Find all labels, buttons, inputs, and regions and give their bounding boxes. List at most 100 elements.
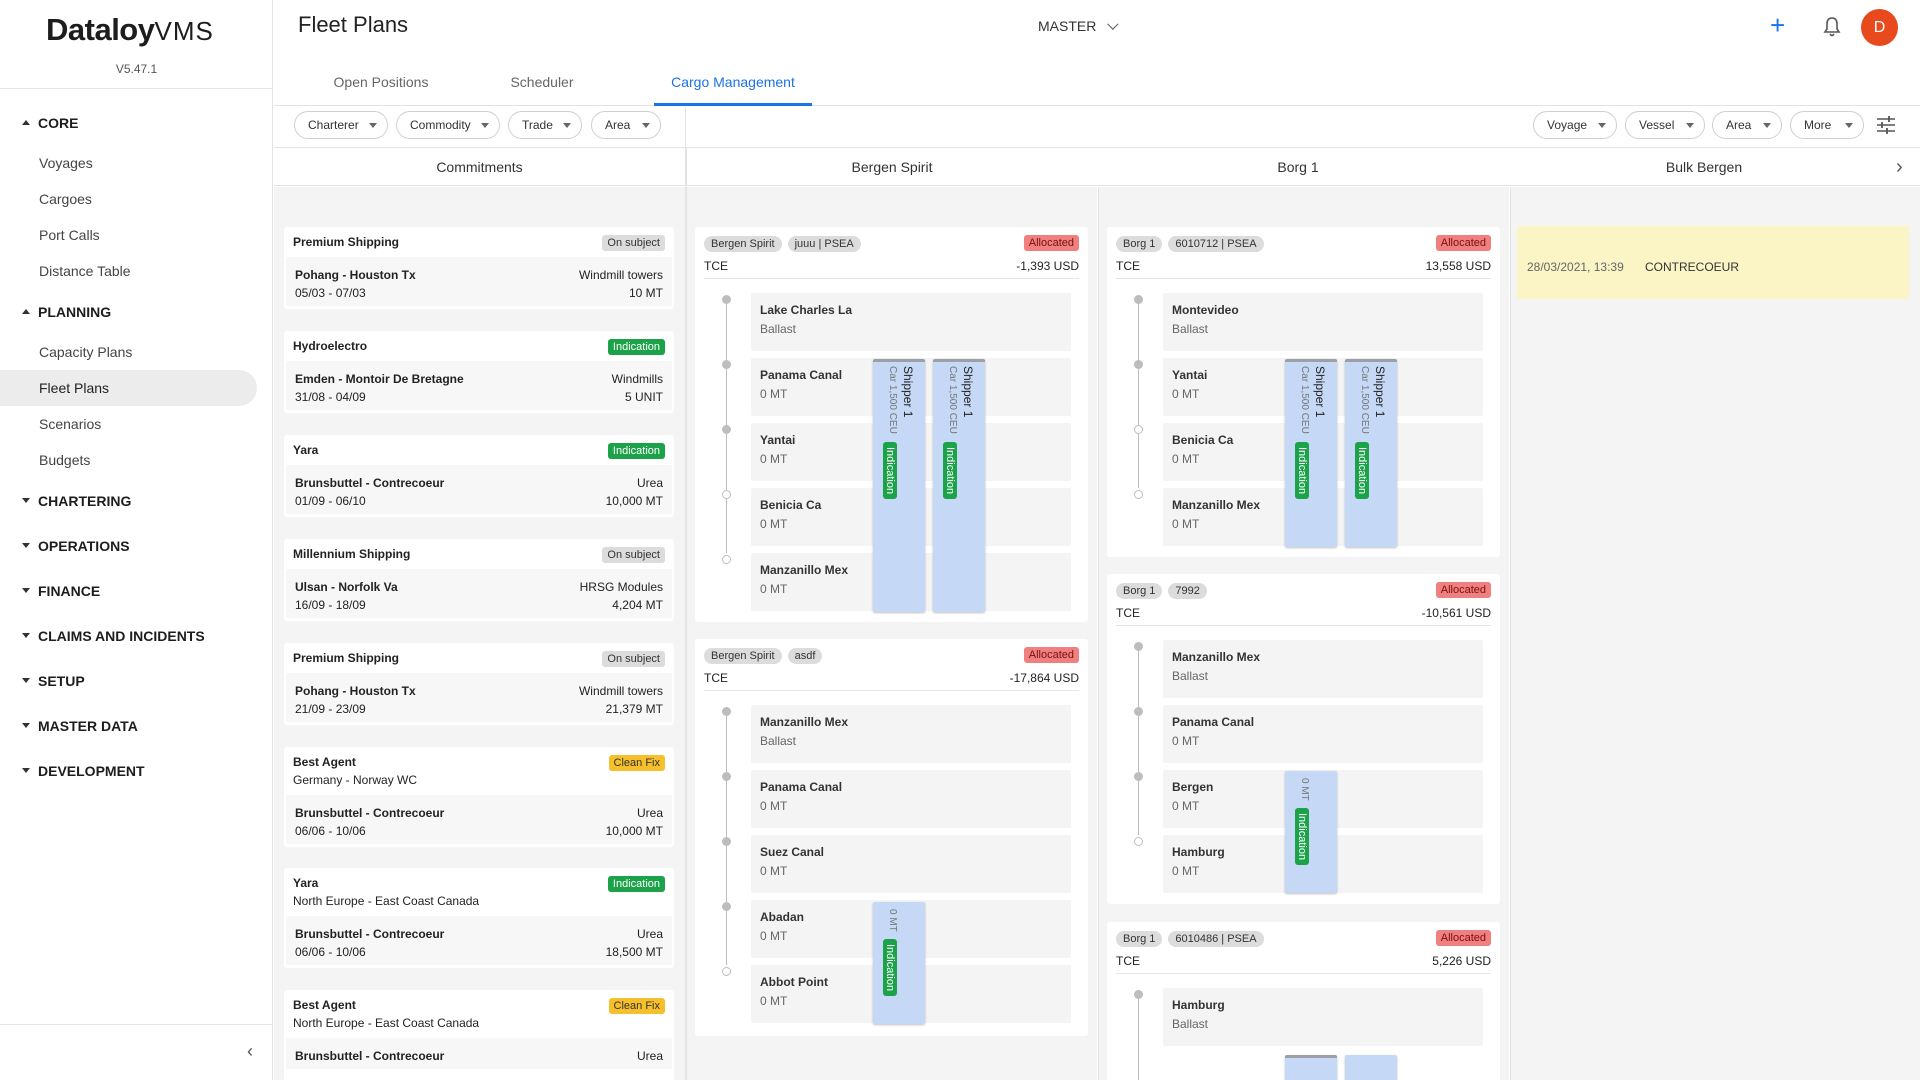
status-badge: Indication — [883, 442, 897, 500]
quantity: 18,500 MT — [605, 945, 663, 959]
sidebar-item-distance-table[interactable]: Distance Table — [39, 263, 131, 279]
status-badge: Indication — [1295, 808, 1309, 866]
route: Brunsbuttel - Contrecoeur — [295, 476, 445, 490]
tab-scheduler[interactable]: Scheduler — [510, 74, 574, 90]
cargo-bar[interactable]: 0 MT Indication — [873, 902, 925, 1024]
quantity: 10,000 MT — [605, 494, 663, 508]
nav-section-claims[interactable]: CLAIMS AND INCIDENTS — [0, 613, 273, 658]
voyage-card[interactable]: Bergen Spirit juuu | PSEA Allocated TCE -… — [695, 227, 1088, 622]
nav-section-core[interactable]: CORE — [0, 100, 273, 145]
dropdown-icon — [642, 123, 650, 128]
status-badge: On subject — [602, 651, 665, 667]
cargo-bar[interactable]: 0 MT Indication — [1285, 771, 1337, 893]
voyage-card[interactable]: Borg 1 7992 Allocated TCE -10,561 USD Man… — [1107, 574, 1500, 904]
app-logo[interactable]: DataloyVMS — [46, 12, 214, 47]
voyage-chip: asdf — [787, 648, 823, 664]
nav-section-chartering[interactable]: CHARTERING — [0, 478, 273, 523]
cargo-bar[interactable] — [1285, 1055, 1337, 1080]
commitment-card[interactable]: Best Agent Clean Fix Germany - Norway WC … — [284, 747, 674, 847]
bell-icon[interactable] — [1822, 16, 1842, 38]
filter-area[interactable]: Area — [591, 111, 661, 139]
port-call-note[interactable]: 28/03/2021, 13:39 CONTRECOEUR — [1517, 226, 1909, 299]
charterer-name: Hydroelectro — [293, 339, 368, 353]
cargo-bar[interactable]: Shipper 1 Car 1,500 CEU Indication — [873, 359, 925, 612]
collapse-sidebar-icon[interactable]: ‹ — [247, 1041, 253, 1061]
cargo-bar[interactable] — [1345, 1055, 1397, 1080]
trade-area: Germany - Norway WC — [293, 773, 418, 787]
port-call[interactable]: Panama Canal 0 MT — [1163, 705, 1483, 763]
filter-area-right[interactable]: Area — [1712, 111, 1782, 139]
laycan-dates: 21/09 - 23/09 — [295, 702, 366, 716]
port-call[interactable]: Hamburg Ballast — [1163, 988, 1483, 1046]
filter-trade[interactable]: Trade — [508, 111, 582, 139]
commodity: Urea — [636, 927, 663, 941]
filter-vessel[interactable]: Vessel — [1625, 111, 1705, 139]
laycan-dates: 05/03 - 07/03 — [295, 286, 366, 300]
sidebar: DataloyVMS V5.47.1 CORE Voyages Cargoes … — [0, 0, 273, 1080]
vessel-chip: Borg 1 — [1116, 931, 1163, 947]
status-badge: Indication — [607, 443, 665, 459]
sidebar-item-capacity-plans[interactable]: Capacity Plans — [39, 344, 133, 360]
sidebar-item-voyages[interactable]: Voyages — [39, 155, 93, 171]
tce-value: 5,226 USD — [1432, 954, 1491, 968]
port-call[interactable]: Manzanillo Mex Ballast — [1163, 640, 1483, 698]
dropdown-icon — [369, 123, 377, 128]
status-badge: Indication — [1355, 442, 1369, 500]
status-badge: Allocated — [1435, 930, 1491, 946]
vessel-chip: Bergen Spirit — [704, 648, 782, 664]
sidebar-item-cargoes[interactable]: Cargoes — [39, 191, 92, 207]
commodity: Urea — [636, 806, 663, 820]
filter-voyage[interactable]: Voyage — [1533, 111, 1617, 139]
sidebar-item-budgets[interactable]: Budgets — [39, 452, 91, 468]
cargo-bar[interactable]: Shipper 1 Car 1,500 CEU Indication — [1345, 359, 1397, 547]
commitment-card[interactable]: Premium Shipping On subject Pohang - Hous… — [284, 643, 674, 725]
port-call[interactable]: Suez Canal 0 MT — [751, 835, 1071, 893]
laycan-dates: 01/09 - 06/10 — [295, 494, 366, 508]
sidebar-item-port-calls[interactable]: Port Calls — [39, 227, 100, 243]
nav-section-master-data[interactable]: MASTER DATA — [0, 703, 273, 748]
port-call[interactable]: Lake Charles La Ballast — [751, 293, 1071, 351]
port-call[interactable]: Panama Canal 0 MT — [751, 770, 1071, 828]
commitment-card[interactable]: Best Agent Clean Fix North Europe - East … — [284, 990, 674, 1080]
port-call[interactable]: Manzanillo Mex Ballast — [751, 705, 1071, 763]
port-call[interactable]: Montevideo Ballast — [1163, 293, 1483, 351]
commitment-card[interactable]: Yara Indication North Europe - East Coast… — [284, 868, 674, 968]
chevron-right-icon[interactable]: › — [1896, 156, 1903, 178]
commitment-card[interactable]: Hydroelectro Indication Emden - Montoir D… — [284, 331, 674, 413]
tab-cargo-management[interactable]: Cargo Management — [654, 64, 812, 106]
tab-open-positions[interactable]: Open Positions — [333, 74, 429, 90]
filter-commodity[interactable]: Commodity — [396, 111, 500, 139]
voyage-card[interactable]: Bergen Spirit asdf Allocated TCE -17,864 … — [695, 639, 1088, 1036]
trade-area: North Europe - East Coast Canada — [293, 1016, 480, 1030]
cargo-bar[interactable]: Shipper 1 Car 1,500 CEU Indication — [1285, 359, 1337, 547]
tune-icon[interactable] — [1876, 116, 1896, 134]
filter-more[interactable]: More — [1790, 111, 1864, 139]
filter-charterer[interactable]: Charterer — [294, 111, 388, 139]
nav-section-planning[interactable]: PLANNING — [0, 289, 273, 334]
scenario-select[interactable]: MASTER — [1038, 18, 1119, 34]
nav-section-operations[interactable]: OPERATIONS — [0, 523, 273, 568]
nav-section-development[interactable]: DEVELOPMENT — [0, 748, 273, 793]
tce-value: -10,561 USD — [1421, 606, 1491, 620]
nav-section-finance[interactable]: FINANCE — [0, 568, 273, 613]
commitment-card[interactable]: Millennium Shipping On subject Ulsan - No… — [284, 539, 674, 621]
commitment-card[interactable]: Premium Shipping On subject Pohang - Hous… — [284, 227, 674, 309]
dropdown-icon — [1686, 123, 1694, 128]
voyage-card[interactable]: Borg 1 6010486 | PSEA Allocated TCE 5,226… — [1107, 922, 1500, 1080]
trade-area: North Europe - East Coast Canada — [293, 894, 480, 908]
status-badge: Clean Fix — [608, 755, 665, 771]
voyage-card[interactable]: Borg 1 6010712 | PSEA Allocated TCE 13,55… — [1107, 227, 1500, 557]
status-badge: Allocated — [1435, 582, 1491, 598]
sidebar-item-fleet-plans[interactable]: Fleet Plans — [0, 370, 257, 406]
tce-label: TCE — [1116, 954, 1140, 968]
sidebar-item-scenarios[interactable]: Scenarios — [39, 416, 102, 432]
nav-section-setup[interactable]: SETUP — [0, 658, 273, 703]
status-badge: On subject — [602, 235, 665, 251]
add-icon[interactable]: + — [1770, 10, 1786, 40]
status-badge: Allocated — [1023, 647, 1079, 663]
commitment-card[interactable]: Yara Indication Brunsbuttel - Contrecoeur… — [284, 435, 674, 517]
vessel-column-bulk-bergen — [1510, 187, 1920, 1080]
avatar[interactable]: D — [1861, 9, 1898, 46]
tce-label: TCE — [1116, 606, 1140, 620]
cargo-bar[interactable]: Shipper 1 Car 1,500 CEU Indication — [933, 359, 985, 612]
